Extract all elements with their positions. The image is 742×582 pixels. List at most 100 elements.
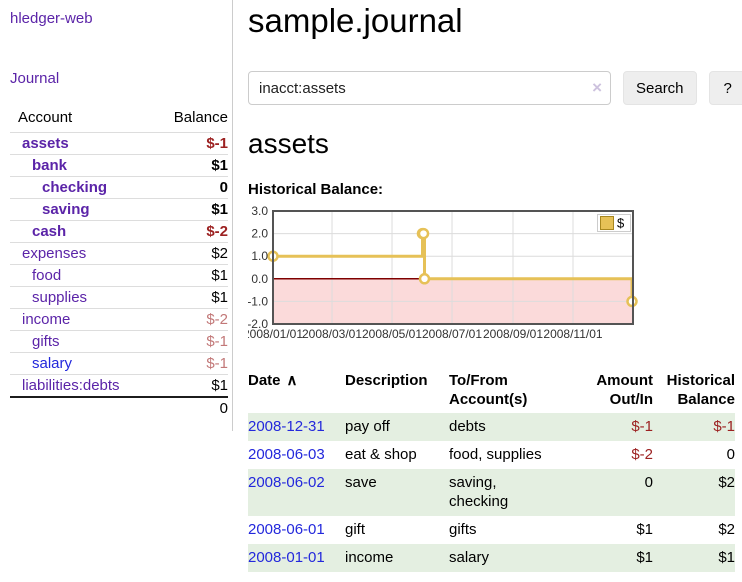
plot-border (272, 210, 634, 325)
transaction-accounts: food, supplies (449, 446, 542, 463)
account-link-income[interactable]: income (22, 311, 71, 328)
account-name-cell: expenses (10, 242, 150, 265)
accounts-header-account: Account (18, 109, 73, 126)
y-tick-label: -1.0 (248, 294, 268, 308)
account-balance: $-2 (149, 220, 228, 243)
account-link-food[interactable]: food (32, 267, 62, 284)
historical-balance-chart: 3.0 2.0 1.0 0.0 -1.0 -2.0 2008/01/01 2008/03/01… (243, 201, 742, 352)
account-row: income $-2 (10, 308, 228, 331)
account-row: checking 0 (10, 176, 228, 199)
transaction-date-cell: 2008-01-01 (248, 544, 345, 572)
transaction-row: 2008-01-01 income salary $1 $1 (248, 544, 735, 572)
accounts-total-row: 0 (10, 396, 228, 419)
account-balance: $-1 (149, 352, 228, 375)
account-balance: 0 (149, 176, 228, 199)
x-tick-label: 2008/05/01 (362, 327, 422, 341)
help-button[interactable]: ? (708, 71, 742, 105)
accounts-total-spacer (10, 396, 150, 419)
app-brand: hledger-web (10, 10, 227, 27)
account-link-salary[interactable]: salary (32, 355, 73, 372)
column-header-accounts: To/From Account(s) (449, 372, 528, 408)
account-row: salary $-1 (10, 352, 228, 375)
account-link-checking[interactable]: checking (42, 179, 108, 196)
transaction-description: income (345, 549, 394, 566)
transaction-row: 2008-06-02 save saving, checking 0 $2 (248, 469, 735, 516)
account-link-liabilities-debts[interactable]: liabilities:debts (22, 377, 120, 394)
account-balance: $-1 (149, 132, 228, 155)
accounts-total-value: 0 (149, 396, 228, 419)
transaction-row: 2008-06-03 eat & shop food, supplies $-2 0 (248, 441, 735, 469)
transaction-balance: $-1 (713, 418, 735, 435)
account-link-assets[interactable]: assets (22, 135, 69, 152)
transaction-amount: $-2 (631, 446, 653, 463)
account-link-supplies[interactable]: supplies (32, 289, 88, 306)
transaction-description: eat & shop (345, 446, 417, 463)
transaction-amount: 0 (644, 474, 653, 491)
date-header-label: Date (248, 372, 281, 389)
transaction-accounts: saving, checking (449, 474, 509, 510)
transaction-date-link[interactable]: 2008-06-01 (248, 521, 325, 538)
account-name-cell: assets (10, 132, 150, 155)
search-input[interactable] (248, 71, 611, 105)
account-row: cash $-2 (10, 220, 228, 243)
page-title: sample.journal (248, 2, 463, 39)
account-balance: $1 (149, 154, 228, 177)
account-row: food $1 (10, 264, 228, 287)
account-link-gifts[interactable]: gifts (32, 333, 60, 350)
transaction-accounts: gifts (449, 521, 477, 538)
search-form: × Search ? (248, 71, 742, 105)
account-name-cell: saving (10, 198, 150, 221)
search-button[interactable]: Search (623, 71, 697, 105)
column-header-amount: Amount Out/In (596, 372, 653, 408)
sidebar-nav: Journal (10, 70, 227, 87)
transaction-balance: $1 (718, 549, 735, 566)
account-row: saving $1 (10, 198, 228, 221)
transaction-description: save (345, 474, 377, 491)
transaction-balance: $2 (718, 521, 735, 538)
account-name-cell: bank (10, 154, 150, 177)
account-name-cell: cash (10, 220, 150, 243)
accounts-header-balance: Balance (173, 109, 228, 126)
chart-svg: 3.0 2.0 1.0 0.0 -1.0 -2.02008/01/012008/03/01… (243, 204, 638, 341)
transaction-date-link[interactable]: 2008-12-31 (248, 418, 325, 435)
transaction-date-link[interactable]: 2008-06-03 (248, 446, 325, 463)
column-header-date[interactable]: Date ∧ (248, 369, 345, 413)
account-name-cell: gifts (10, 330, 150, 353)
y-tick-label: 0.0 (251, 272, 268, 286)
transaction-date-cell: 2008-12-31 (248, 413, 345, 441)
account-link-cash[interactable]: cash (32, 223, 67, 240)
account-name-cell: liabilities:debts (10, 374, 150, 397)
nav-journal-link[interactable]: Journal (10, 70, 60, 87)
account-link-bank[interactable]: bank (32, 157, 68, 174)
account-link-saving[interactable]: saving (42, 201, 90, 218)
y-tick-label: 2.0 (251, 227, 268, 241)
x-tick-label: 2008/07/01 (422, 327, 482, 341)
data-point-marker (418, 273, 431, 285)
transaction-date-link[interactable]: 2008-06-02 (248, 474, 325, 491)
transaction-amount: $-1 (631, 418, 653, 435)
y-tick-label: -2.0 (248, 317, 268, 331)
transaction-amount: $1 (636, 521, 653, 538)
transaction-description: pay off (345, 418, 390, 435)
accounts-table: Account Balance assets $-1 bank $1 checking 0… (10, 107, 228, 419)
search-field-wrap: × (248, 71, 611, 105)
data-point-marker (417, 227, 430, 240)
account-row: assets $-1 (10, 132, 228, 155)
column-header-balance: Historical Balance (666, 372, 735, 408)
account-balance: $-2 (149, 308, 228, 331)
brand-link[interactable]: hledger-web (10, 10, 93, 27)
account-balance: $1 (149, 264, 228, 287)
x-tick-label: 2008/01/01 (248, 327, 303, 341)
account-name-cell: supplies (10, 286, 150, 309)
transactions-table: Date ∧ Description To/From Account(s) Amo… (248, 369, 735, 572)
transaction-row: 2008-06-01 gift gifts $1 $2 (248, 516, 735, 544)
transaction-date-link[interactable]: 2008-01-01 (248, 549, 325, 566)
transaction-row: 2008-12-31 pay off debts $-1 $-1 (248, 413, 735, 441)
x-tick-label: 2008/11/01 (543, 327, 602, 341)
x-tick-label: 2008/09/01 (483, 327, 543, 341)
sidebar: hledger-web Journal Account Balance asse… (0, 0, 233, 431)
clear-search-icon[interactable]: × (592, 78, 602, 97)
account-link-expenses[interactable]: expenses (22, 245, 87, 262)
account-balance: $1 (149, 198, 228, 221)
